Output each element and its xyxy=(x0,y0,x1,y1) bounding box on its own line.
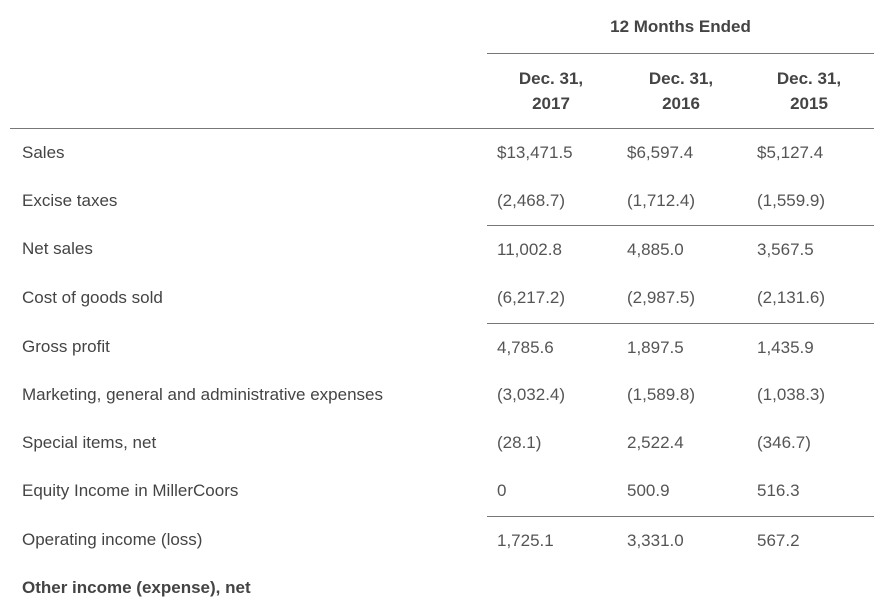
cell-cogs-2017: (6,217.2) xyxy=(497,288,566,307)
header-rule-bottom xyxy=(10,128,874,129)
column-header-2016-line1: Dec. 31, xyxy=(648,69,714,88)
cell-gross-profit-2017: 4,785.6 xyxy=(497,338,554,357)
cell-net-sales-2015: 3,567.5 xyxy=(757,240,814,259)
cell-cogs-2015: (2,131.6) xyxy=(757,288,826,307)
cell-sales-2015: $5,127.4 xyxy=(757,143,824,162)
cell-gross-profit-2015: 1,435.9 xyxy=(757,338,814,357)
cell-special-2017: (28.1) xyxy=(497,433,542,452)
cell-operating-2015: 567.2 xyxy=(757,531,800,550)
cell-special-2015: (346.7) xyxy=(757,433,811,452)
cell-gross-profit-2016: 1,897.5 xyxy=(627,338,684,357)
cell-mga-2017: (3,032.4) xyxy=(497,385,566,404)
cell-sales-2016: $6,597.4 xyxy=(627,143,694,162)
header-rule-top xyxy=(487,53,874,54)
row-label-sales: Sales xyxy=(22,143,65,162)
row-label-mga-expenses: Marketing, general and administrative ex… xyxy=(22,385,383,404)
column-header-2015: Dec. 31, 2015 xyxy=(745,66,873,116)
cell-net-sales-2016: 4,885.0 xyxy=(627,240,684,259)
cell-mga-2015: (1,038.3) xyxy=(757,385,826,404)
column-header-2017-line2: 2017 xyxy=(532,94,570,113)
row-label-operating-income: Operating income (loss) xyxy=(22,530,203,549)
column-header-2017: Dec. 31, 2017 xyxy=(487,66,615,116)
column-header-2016: Dec. 31, 2016 xyxy=(617,66,745,116)
row-label-gross-profit: Gross profit xyxy=(22,337,110,356)
column-header-2017-line1: Dec. 31, xyxy=(518,69,584,88)
cell-excise-2017: (2,468.7) xyxy=(497,191,566,210)
cell-excise-2016: (1,712.4) xyxy=(627,191,696,210)
section-label-other-income: Other income (expense), net xyxy=(22,578,251,597)
period-header: 12 Months Ended xyxy=(610,17,751,36)
cell-operating-2017: 1,725.1 xyxy=(497,531,554,550)
cell-excise-2015: (1,559.9) xyxy=(757,191,826,210)
subtotal-rule-operating-income xyxy=(487,516,874,517)
row-label-cogs: Cost of goods sold xyxy=(22,288,163,307)
column-header-2015-line1: Dec. 31, xyxy=(776,69,842,88)
row-label-excise-taxes: Excise taxes xyxy=(22,191,118,210)
column-header-2016-line2: 2016 xyxy=(662,94,700,113)
subtotal-rule-net-sales xyxy=(487,225,874,226)
column-header-2015-line2: 2015 xyxy=(790,94,828,113)
cell-mga-2016: (1,589.8) xyxy=(627,385,696,404)
cell-sales-2017: $13,471.5 xyxy=(497,143,573,162)
cell-cogs-2016: (2,987.5) xyxy=(627,288,696,307)
cell-special-2016: 2,522.4 xyxy=(627,433,684,452)
cell-equity-2016: 500.9 xyxy=(627,481,670,500)
cell-equity-2017: 0 xyxy=(497,481,507,500)
row-label-net-sales: Net sales xyxy=(22,239,93,258)
row-label-special-items: Special items, net xyxy=(22,433,157,452)
row-label-equity-income: Equity Income in MillerCoors xyxy=(22,481,239,500)
subtotal-rule-gross-profit xyxy=(487,323,874,324)
cell-net-sales-2017: 11,002.8 xyxy=(497,240,562,259)
cell-equity-2015: 516.3 xyxy=(757,481,800,500)
cell-operating-2016: 3,331.0 xyxy=(627,531,684,550)
